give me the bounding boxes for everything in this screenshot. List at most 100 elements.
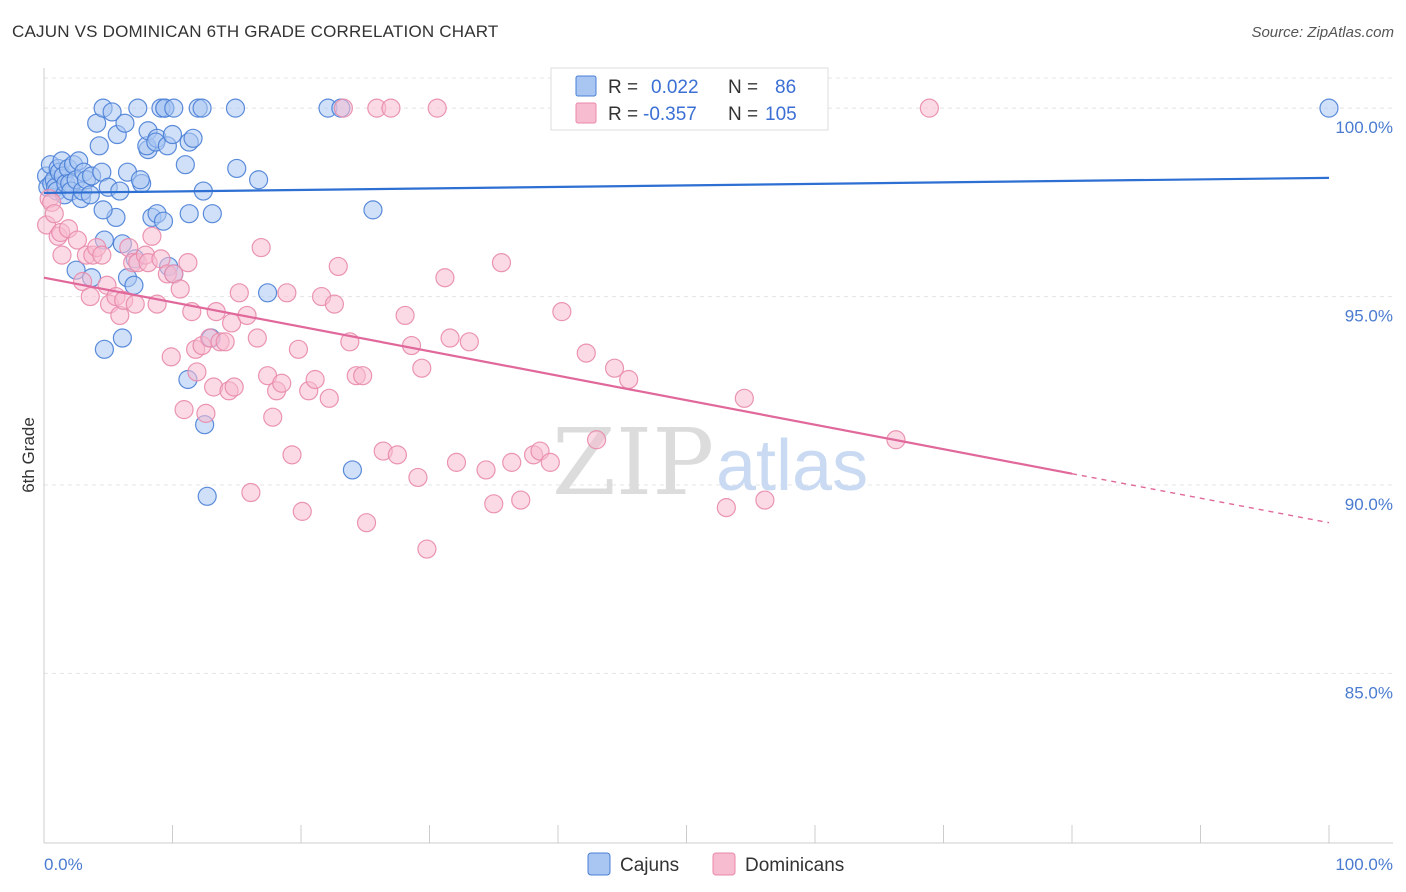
cajun-point xyxy=(363,200,383,220)
cajun-point xyxy=(1319,98,1339,118)
dominican-point xyxy=(440,328,460,348)
dominicans-legend-label: Dominicans xyxy=(745,855,844,876)
watermark-atlas: atlas xyxy=(716,426,868,506)
cajun-legend-swatch xyxy=(575,75,597,97)
dominican-point xyxy=(44,204,64,224)
x-tick-labels: 0.0% 100.0% xyxy=(44,855,1393,874)
cajun-point xyxy=(124,275,144,295)
dominican-point xyxy=(241,482,261,503)
dominican-point xyxy=(67,230,88,250)
cajun-point xyxy=(128,98,148,118)
dominican-point xyxy=(356,513,377,533)
dominican-point xyxy=(80,286,100,307)
dominican-point xyxy=(319,388,339,408)
dominican-point xyxy=(125,294,145,314)
dominican-point xyxy=(435,268,455,288)
cajun-point xyxy=(153,211,174,231)
cajun-point xyxy=(179,204,199,224)
cajun-r-value: 0.022 xyxy=(651,77,699,98)
y-axis-label: 6th Grade xyxy=(19,417,38,493)
x-tick-label-max: 100.0% xyxy=(1335,855,1393,874)
y-tick-labels: 85.0% 90.0% 95.0% 100.0% xyxy=(1335,118,1393,702)
dominican-point xyxy=(552,302,572,322)
trend-lines xyxy=(43,176,1330,524)
dominican-trend-line xyxy=(43,276,1073,475)
cajun-r-label: R = xyxy=(608,77,638,98)
dominican-r-value: -0.357 xyxy=(643,104,697,125)
stats-legend: R = 0.022 N = 86 R = -0.357 N = 105 xyxy=(550,67,829,131)
dominican-point xyxy=(395,305,415,326)
dominican-point xyxy=(540,452,560,472)
dominican-point xyxy=(272,373,292,393)
dominican-point xyxy=(619,369,639,390)
dominican-point xyxy=(324,294,345,314)
dominican-point xyxy=(919,98,939,118)
cajun-point xyxy=(112,328,132,348)
cajun-point xyxy=(197,486,217,506)
dominican-point xyxy=(282,445,302,465)
dominican-point xyxy=(196,403,216,423)
y-tick-label: 100.0% xyxy=(1335,118,1393,137)
source-label: Source: ZipAtlas.com xyxy=(1251,24,1394,41)
dominicans-legend-swatch xyxy=(712,852,736,876)
dominican-point xyxy=(476,460,496,480)
dominican-r-label: R = xyxy=(608,104,638,125)
cajun-point xyxy=(202,204,222,224)
dominican-point xyxy=(381,98,401,118)
dominican-point xyxy=(161,347,181,367)
dominican-point xyxy=(586,430,607,450)
dominican-point xyxy=(604,358,625,378)
dominican-point xyxy=(174,400,194,420)
cajun-point xyxy=(94,339,114,359)
cajun-point xyxy=(80,185,100,205)
dominican-points xyxy=(36,98,939,559)
cajun-point xyxy=(130,170,150,190)
chart-title: CAJUN VS DOMINICAN 6TH GRADE CORRELATION… xyxy=(12,22,499,41)
dominican-point xyxy=(142,226,162,246)
dominican-point xyxy=(408,467,428,488)
dominican-point xyxy=(511,490,531,510)
dominican-point xyxy=(292,501,312,521)
dominican-trend-extension xyxy=(1071,473,1330,524)
dominican-point xyxy=(446,452,467,472)
dominican-point xyxy=(427,98,447,118)
dominican-n-label: N = xyxy=(728,104,758,125)
cajuns-legend-swatch xyxy=(587,852,611,876)
dominican-point xyxy=(92,245,112,265)
dominican-point xyxy=(484,494,504,514)
dominican-point xyxy=(288,339,309,359)
dominican-point xyxy=(170,279,190,299)
dominican-point xyxy=(576,343,596,363)
dominican-point xyxy=(187,362,207,382)
dominican-point xyxy=(328,256,348,277)
stats-legend-box xyxy=(550,67,829,131)
dominican-point xyxy=(412,358,432,378)
dominican-point xyxy=(52,245,72,265)
y-tick-label: 90.0% xyxy=(1345,495,1393,514)
cajun-point xyxy=(257,283,278,303)
cajun-point xyxy=(115,113,135,133)
dominican-point xyxy=(333,98,354,118)
dominican-point xyxy=(459,332,479,352)
cajuns-legend-label: Cajuns xyxy=(620,855,679,876)
cajun-point xyxy=(175,155,195,175)
dominican-point xyxy=(263,407,283,427)
cajun-point xyxy=(93,200,113,220)
cajun-points xyxy=(36,98,1339,506)
cajun-point xyxy=(164,98,184,118)
y-tick-label: 85.0% xyxy=(1345,683,1393,702)
cajun-point xyxy=(183,128,203,148)
dominican-point xyxy=(755,490,775,510)
series-legend: Cajuns Dominicans xyxy=(587,852,844,876)
cajun-n-label: N = xyxy=(728,77,758,98)
dominican-point xyxy=(353,366,373,386)
dominican-point xyxy=(247,328,267,348)
cajun-point xyxy=(192,98,212,118)
dominican-legend-swatch xyxy=(575,102,597,124)
cajun-point xyxy=(225,98,246,118)
dominican-point xyxy=(387,445,407,465)
dominican-point xyxy=(305,369,325,390)
dominican-point xyxy=(277,283,297,303)
cajun-trend-line xyxy=(43,176,1330,195)
